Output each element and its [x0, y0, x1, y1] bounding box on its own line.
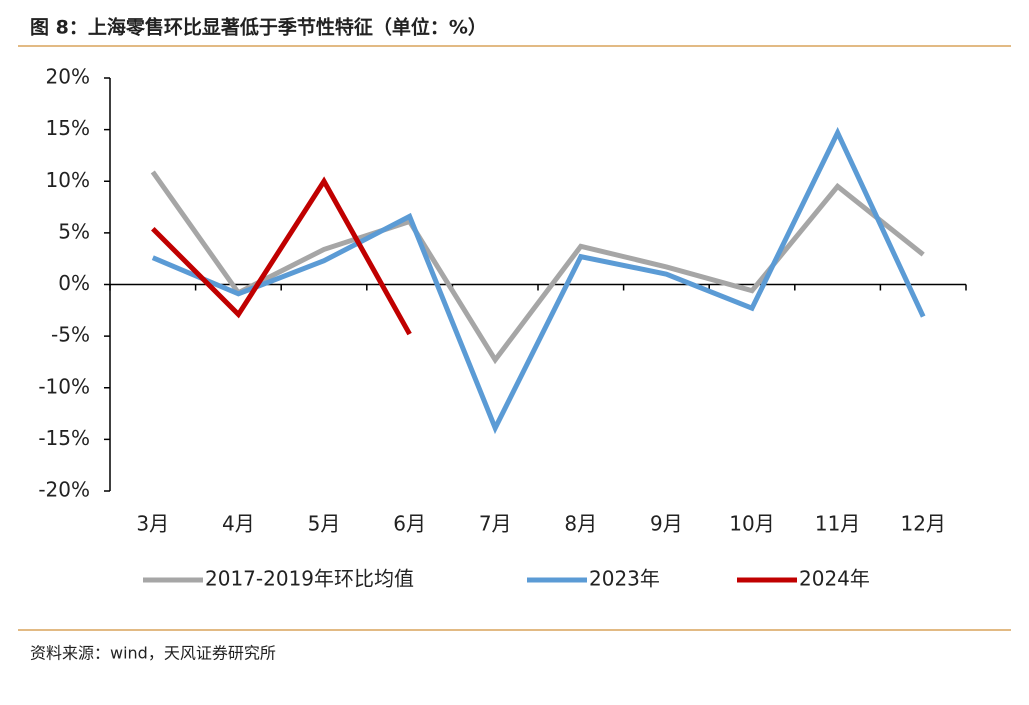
legend-label: 2023年 — [589, 567, 660, 591]
y-tick-label: 5% — [58, 219, 90, 243]
y-tick-label: 10% — [46, 168, 90, 192]
y-tick-label: 0% — [58, 271, 90, 295]
y-tick-label: -20% — [38, 478, 90, 502]
line-series — [150, 170, 925, 365]
x-tick-label: 11月 — [815, 512, 860, 536]
x-tick-label: 3月 — [136, 512, 169, 536]
x-tick-label: 9月 — [650, 512, 683, 536]
x-tick-label: 4月 — [222, 512, 255, 536]
y-tick-label: 15% — [46, 116, 90, 140]
legend-label: 2017-2019年环比均值 — [205, 567, 414, 591]
y-tick-label: -5% — [51, 323, 90, 347]
x-tick-label: 7月 — [479, 512, 512, 536]
source: 资料来源：wind，天风证券研究所 — [30, 644, 276, 663]
y-tick-label: -10% — [38, 374, 90, 398]
y-tick-label: -15% — [38, 426, 90, 450]
x-tick-label: 8月 — [564, 512, 597, 536]
line-series — [151, 176, 412, 336]
y-tick-label: 20% — [46, 65, 90, 89]
chart-title: 图 8：上海零售环比显著低于季节性特征（单位：%） — [30, 16, 487, 39]
line-series — [151, 126, 926, 435]
x-tick-label: 5月 — [308, 512, 341, 536]
legend-label: 2024年 — [799, 567, 870, 591]
x-tick-label: 12月 — [900, 512, 945, 536]
x-tick-label: 10月 — [729, 512, 774, 536]
x-tick-label: 6月 — [393, 512, 426, 536]
